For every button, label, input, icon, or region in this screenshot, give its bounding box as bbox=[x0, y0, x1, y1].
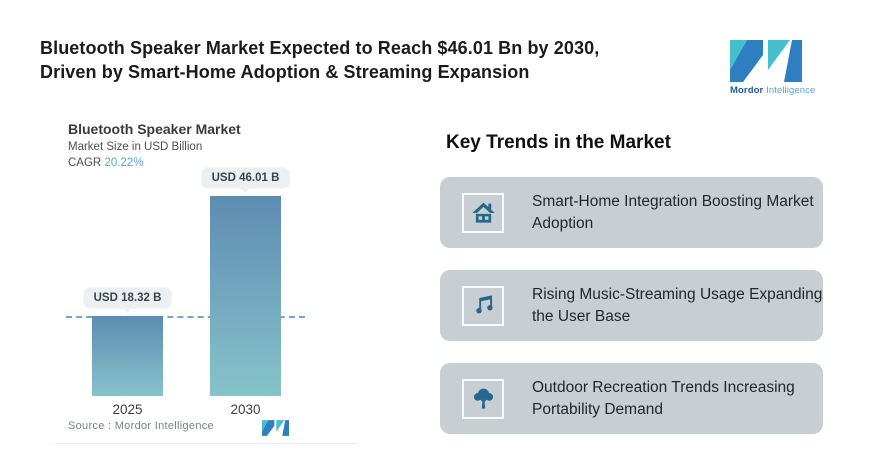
reference-dashed-line bbox=[66, 316, 305, 318]
chart-bottom-divider bbox=[55, 443, 357, 444]
cagr-value: 20.22% bbox=[104, 157, 144, 169]
brand-logo: Mordor Intelligence bbox=[730, 40, 820, 96]
brand-name: Mordor Intelligence bbox=[730, 85, 820, 96]
cagr-label: CAGR bbox=[68, 157, 102, 169]
chart-title: Bluetooth Speaker Market bbox=[68, 121, 241, 137]
brand-name-bold: Mordor bbox=[730, 85, 764, 96]
trend-card-text: Outdoor Recreation Trends Increasing Por… bbox=[532, 378, 795, 418]
music-note-icon bbox=[462, 285, 504, 326]
trend-card-outdoor-recreation: Outdoor Recreation Trends Increasing Por… bbox=[440, 363, 823, 434]
bar-2025: USD 18.32 B bbox=[83, 288, 172, 396]
x-tick-2025: 2025 bbox=[112, 402, 143, 417]
bar-value-label-2025: USD 18.32 B bbox=[83, 288, 172, 308]
smart-home-icon bbox=[462, 192, 504, 233]
tree-icon bbox=[462, 378, 504, 419]
brand-name-light: Intelligence bbox=[766, 85, 816, 96]
page-title: Bluetooth Speaker Market Expected to Rea… bbox=[40, 36, 720, 84]
trend-card-smart-home: Smart-Home Integration Boosting Market A… bbox=[440, 177, 823, 248]
page-title-line2: Driven by Smart-Home Adoption & Streamin… bbox=[40, 62, 530, 82]
bar-2030: USD 46.01 B bbox=[201, 168, 290, 396]
page-title-line1: Bluetooth Speaker Market Expected to Rea… bbox=[40, 38, 600, 58]
source-text: Source : Mordor Intelligence bbox=[68, 420, 214, 432]
trend-card-text: Smart-Home Integration Boosting Market A… bbox=[532, 192, 814, 232]
trend-card-music-streaming: Rising Music-Streaming Usage Expanding t… bbox=[440, 270, 823, 341]
trend-card-text: Rising Music-Streaming Usage Expanding t… bbox=[532, 285, 823, 325]
bar-value-label-2030: USD 46.01 B bbox=[201, 168, 290, 188]
mordor-logo-small-icon bbox=[262, 420, 289, 441]
bar-chart: USD 18.32 B USD 46.01 B 2025 2030 bbox=[66, 166, 305, 417]
chart-cagr: CAGR 20.22% bbox=[68, 157, 143, 169]
mordor-logo-icon bbox=[730, 40, 802, 82]
chart-subtitle: Market Size in USD Billion bbox=[68, 141, 203, 153]
x-tick-2030: 2030 bbox=[230, 402, 261, 417]
trends-heading: Key Trends in the Market bbox=[446, 132, 671, 153]
